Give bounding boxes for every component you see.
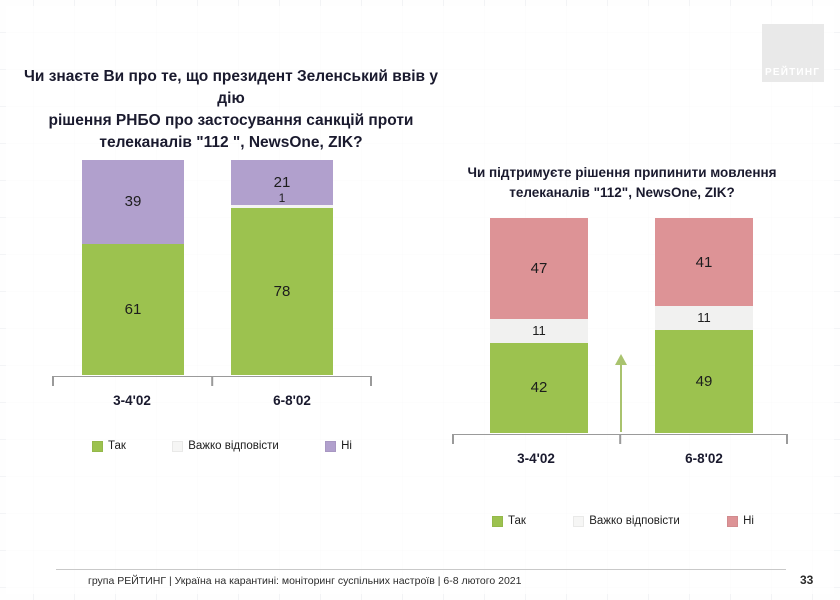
legend-swatch-no bbox=[727, 515, 739, 527]
segment-no: 47 bbox=[490, 218, 588, 320]
chart-support-ban: 47 11 42 41 11 bbox=[452, 218, 788, 538]
chart-right-x-axis bbox=[452, 434, 788, 445]
chart-left-x-axis bbox=[52, 376, 372, 387]
logo-text: РЕЙТИНГ bbox=[765, 67, 821, 78]
segment-no: 21 bbox=[231, 160, 333, 206]
segment-yes: 42 bbox=[490, 342, 588, 433]
arrow-shaft bbox=[620, 362, 622, 432]
segment-no-value: 47 bbox=[530, 260, 548, 278]
category-label-6-8-02: 6-8'02 bbox=[273, 393, 311, 408]
segment-yes: 61 bbox=[82, 243, 184, 375]
footer-source-text: група РЕЙТИНГ | Україна на карантині: мо… bbox=[88, 575, 522, 587]
legend-item-hard-to-say[interactable]: Важко відповісти bbox=[573, 515, 680, 527]
legend-item-no[interactable]: Ні bbox=[727, 515, 754, 527]
legend-item-yes[interactable]: Так bbox=[92, 440, 126, 452]
category-label-6-8-02: 6-8'02 bbox=[685, 451, 723, 466]
legend-label-no: Ні bbox=[743, 515, 754, 527]
legend-label-yes: Так bbox=[508, 515, 526, 527]
legend-item-hard-to-say[interactable]: Важко відповісти bbox=[172, 440, 279, 452]
chart-left-title-line-1: Чи знаєте Ви про те, що президент Зеленс… bbox=[23, 68, 439, 107]
category-label-3-4-02: 3-4'02 bbox=[113, 393, 151, 408]
chart-left-legend: Так Важко відповісти Ні bbox=[92, 440, 352, 452]
bar-right-3-4-02[interactable]: 47 11 42 bbox=[490, 218, 588, 433]
legend-swatch-yes bbox=[92, 440, 103, 452]
legend-label-yes: Так bbox=[108, 440, 126, 452]
category-label-3-4-02: 3-4'02 bbox=[517, 451, 555, 466]
segment-yes-value: 42 bbox=[530, 379, 548, 397]
segment-no: 39 bbox=[82, 160, 184, 244]
chart-right-title-line-1: Чи підтримуєте рішення припинити мовленн… bbox=[467, 165, 777, 180]
segment-hard-to-say: 1 bbox=[231, 192, 333, 209]
page-number: 33 bbox=[800, 573, 814, 587]
bar-left-3-4-02[interactable]: 39 61 bbox=[82, 160, 184, 375]
legend-swatch-no bbox=[325, 440, 337, 452]
chart-left-title-line-2: рішення РНБО про застосування санкцій пр… bbox=[48, 112, 414, 129]
legend-swatch-yes bbox=[492, 515, 503, 527]
chart-left-title-line-3: телеканалів "112 ", NewsOne, ZIK? bbox=[99, 134, 363, 151]
segment-hard-to-say: 11 bbox=[490, 319, 588, 343]
legend-item-yes[interactable]: Так bbox=[492, 515, 526, 527]
chart-right-title: Чи підтримуєте рішення припинити мовленн… bbox=[432, 163, 812, 203]
legend-item-no[interactable]: Ні bbox=[325, 440, 352, 452]
segment-no-value: 39 bbox=[124, 193, 142, 211]
segment-no-value: 21 bbox=[273, 174, 291, 192]
segment-hard-to-say: 11 bbox=[655, 306, 753, 330]
legend-swatch-hard-to-say bbox=[172, 440, 184, 452]
arrow-head-icon bbox=[615, 354, 627, 365]
axis-mid-tick bbox=[619, 435, 621, 444]
legend-label-hard-to-say: Важко відповісти bbox=[589, 515, 680, 527]
segment-yes: 78 bbox=[231, 208, 333, 375]
footer-divider bbox=[56, 569, 786, 570]
segment-yes-value: 49 bbox=[695, 372, 713, 390]
chart-left-category-labels: 3-4'02 6-8'02 bbox=[52, 393, 372, 408]
chart-right-title-line-2: телеканалів "112", NewsOne, ZIK? bbox=[509, 185, 735, 200]
legend-label-hard-to-say: Важко відповісти bbox=[188, 440, 279, 452]
bar-right-6-8-02[interactable]: 41 11 49 bbox=[655, 218, 753, 433]
legend-swatch-hard-to-say bbox=[573, 515, 585, 527]
segment-hard-value: 11 bbox=[697, 310, 711, 326]
chart-right-category-labels: 3-4'02 6-8'02 bbox=[452, 451, 788, 466]
segment-hard-value: 1 bbox=[278, 191, 286, 206]
rating-group-logo: РЕЙТИНГ bbox=[762, 24, 824, 82]
chart-awareness-sanctions: 39 61 21 1 78 bbox=[52, 160, 392, 460]
bar-left-6-8-02[interactable]: 21 1 78 bbox=[231, 160, 333, 375]
chart-right-legend: Так Важко відповісти Ні bbox=[492, 515, 754, 527]
segment-yes: 49 bbox=[655, 329, 753, 433]
chart-left-title: Чи знаєте Ви про те, що президент Зеленс… bbox=[16, 66, 446, 154]
segment-yes-value: 61 bbox=[124, 300, 142, 318]
segment-hard-value: 11 bbox=[532, 323, 546, 339]
legend-label-no: Ні bbox=[341, 440, 352, 452]
axis-mid-tick bbox=[211, 377, 213, 386]
segment-no-value: 41 bbox=[695, 253, 713, 271]
chart-left-plot-area: 39 61 21 1 78 bbox=[52, 160, 392, 375]
trend-arrow-up-right bbox=[610, 354, 632, 432]
segment-no: 41 bbox=[655, 218, 753, 307]
chart-right-plot-area: 47 11 42 41 11 bbox=[452, 218, 788, 433]
segment-yes-value: 78 bbox=[273, 283, 291, 301]
